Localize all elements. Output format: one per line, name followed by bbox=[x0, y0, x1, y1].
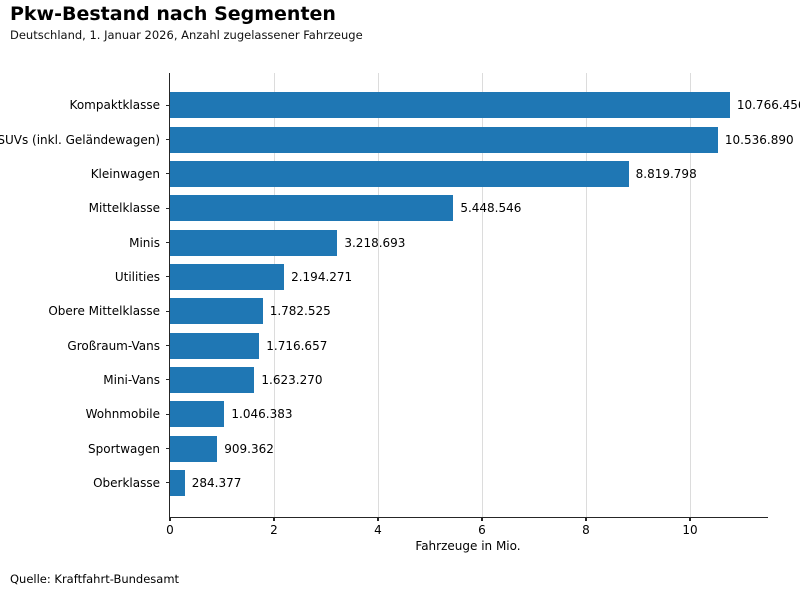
plot-area: 0 2 4 6 8 10 Kompaktklasse 10.766.456 SUVs (inkl… bbox=[0, 73, 800, 536]
value-label: 1.623.270 bbox=[261, 372, 323, 387]
value-label: 8.819.798 bbox=[635, 166, 697, 181]
x-tick-label: 6 bbox=[478, 523, 486, 537]
category-label: Minis bbox=[129, 235, 160, 250]
x-tick-label: 8 bbox=[582, 523, 590, 537]
value-label: 2.194.271 bbox=[291, 269, 353, 284]
value-label: 1.046.383 bbox=[231, 407, 293, 422]
source-note: Quelle: Kraftfahrt-Bundesamt bbox=[10, 572, 180, 586]
bar bbox=[170, 332, 260, 359]
category-label: Sportwagen bbox=[88, 441, 160, 456]
chart-subtitle: Deutschland, 1. Januar 2026, Anzahl zuge… bbox=[10, 28, 363, 42]
value-label: 10.536.890 bbox=[724, 132, 794, 147]
gridline bbox=[481, 73, 483, 517]
y-tick bbox=[166, 482, 170, 484]
category-label: Kleinwagen bbox=[90, 166, 160, 181]
x-tick bbox=[481, 517, 483, 521]
value-label: 909.362 bbox=[224, 441, 274, 456]
gridline bbox=[689, 73, 691, 517]
bar bbox=[170, 366, 255, 393]
x-tick bbox=[273, 517, 275, 521]
y-tick bbox=[166, 138, 170, 141]
y-tick bbox=[166, 413, 170, 415]
category-label: Mittelklasse bbox=[88, 201, 160, 216]
y-tick bbox=[166, 344, 170, 347]
category-label: Wohnmobile bbox=[85, 407, 160, 422]
gridline bbox=[273, 73, 275, 517]
bar bbox=[170, 126, 718, 153]
bar bbox=[170, 435, 218, 462]
category-label: Oberklasse bbox=[93, 475, 160, 490]
bar bbox=[170, 92, 730, 119]
x-tick-label: 4 bbox=[374, 523, 382, 537]
x-tick bbox=[169, 517, 171, 521]
value-label: 1.716.657 bbox=[266, 338, 328, 353]
y-tick bbox=[166, 276, 170, 278]
y-tick bbox=[166, 207, 170, 209]
bar bbox=[170, 469, 185, 496]
gridline bbox=[585, 73, 587, 517]
bar bbox=[170, 229, 338, 256]
x-tick bbox=[377, 517, 379, 521]
value-label: 10.766.456 bbox=[736, 98, 800, 113]
chart-title: Pkw-Bestand nach Segmenten bbox=[10, 3, 336, 25]
x-tick-label: 0 bbox=[166, 523, 174, 537]
bar bbox=[170, 263, 285, 290]
y-tick bbox=[166, 379, 170, 381]
x-tick-label: 10 bbox=[682, 523, 698, 537]
y-tick bbox=[166, 241, 170, 244]
bar bbox=[170, 298, 263, 325]
value-label: 3.218.693 bbox=[344, 235, 406, 250]
category-label: Großraum-Vans bbox=[67, 338, 160, 353]
bar bbox=[170, 401, 225, 428]
category-label: Kompaktklasse bbox=[69, 98, 160, 113]
value-label: 1.782.525 bbox=[269, 304, 331, 319]
bar bbox=[170, 160, 629, 187]
y-tick bbox=[166, 310, 170, 312]
bar bbox=[170, 195, 454, 222]
y-tick bbox=[166, 447, 170, 450]
x-tick bbox=[585, 517, 587, 521]
gridline bbox=[377, 73, 379, 517]
category-label: Obere Mittelklasse bbox=[48, 304, 160, 319]
y-tick bbox=[166, 104, 170, 106]
value-label: 284.377 bbox=[191, 475, 242, 490]
category-label: SUVs (inkl. Geländewagen) bbox=[0, 132, 160, 147]
category-label: Utilities bbox=[114, 269, 160, 284]
value-label: 5.448.546 bbox=[460, 201, 522, 216]
x-tick-label: 2 bbox=[270, 523, 278, 537]
x-axis-label: Fahrzeuge in Mio. bbox=[415, 539, 521, 553]
category-label: Mini-Vans bbox=[103, 372, 160, 387]
y-tick bbox=[166, 173, 170, 175]
x-tick bbox=[689, 517, 691, 521]
